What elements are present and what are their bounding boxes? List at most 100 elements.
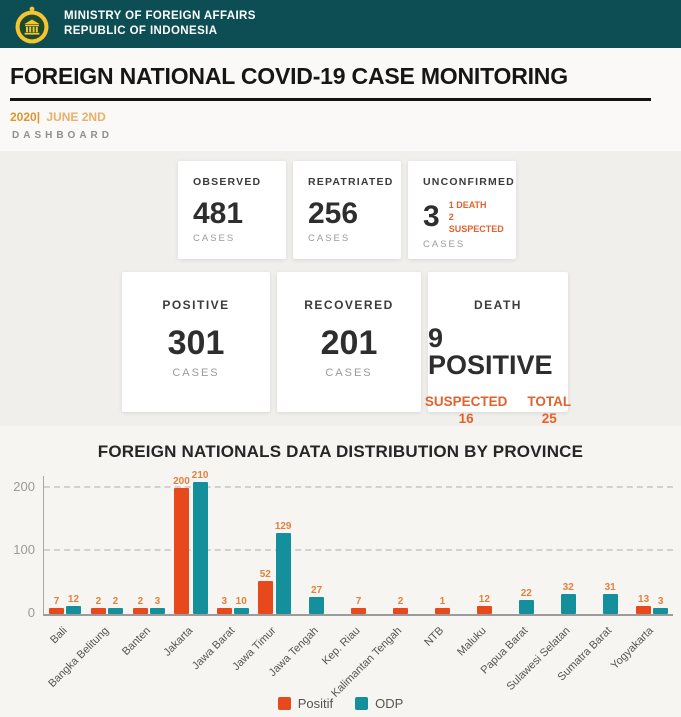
card-label: REPATRIATED [308,176,394,188]
bar-positif [434,608,450,614]
card-recovered: RECOVERED 201 CASES [277,272,421,412]
bar-value-label: 3 [154,596,161,607]
card-unit: CASES [325,367,373,379]
y-axis-tick: 0 [27,605,35,620]
bar-group: 3 10 Jawa Barat [190,476,254,672]
chart-section: FOREIGN NATIONALS DATA DISTRIBUTION BY P… [0,426,681,711]
x-axis-label: Kep. Riau [320,624,363,668]
bar-value-label: 32 [562,581,574,593]
ministry-name-line2: REPUBLIC OF INDONESIA [64,25,218,37]
bar-group: 2 Kalimantan Tengah [330,476,422,700]
unconfirmed-note-suspected: 2 SUSPECTED [448,212,504,235]
bar-positif [351,608,367,614]
card-death: DEATH 9 POSITIVE SUSPECTED 16 TOTAL 25 [425,272,572,426]
card-label: UNCONFIRMED [423,176,515,188]
bar-group: 31 Sumatra Barat [556,476,631,683]
y-axis-tick: 200 [13,479,35,494]
bar-value-label: 2 [95,596,102,607]
bar-value-label: 12 [67,594,80,606]
card-value: 3 [423,200,440,234]
bar-value-label: 27 [311,585,323,596]
death-suspected: SUSPECTED 16 [425,394,508,428]
card-unconfirmed: UNCONFIRMED 3 1 DEATH 2 SUSPECTED CASES [408,161,516,259]
card-repatriated: REPATRIATED 256 CASES [293,161,401,259]
stats-section: OBSERVED 481 CASES REPATRIATED 256 CASES… [0,151,681,426]
x-axis-label: NTB [422,624,447,649]
card-unit: CASES [193,233,236,244]
bar-group: 13 3 Yogyakarta [609,476,673,672]
card-positive: POSITIVE 301 CASES [122,272,270,412]
suspected-value: 16 [458,410,474,426]
card-value: 256 [308,197,359,230]
breadcrumb: DASHBOARD [12,130,113,141]
card-label: DEATH [474,298,522,312]
date-year: 2020| [10,110,41,124]
bar-value-label: 3 [221,596,227,607]
page-title: FOREIGN NATIONAL COVID-19 CASE MONITORIN… [10,63,568,89]
card-value: 481 [193,197,244,230]
card-observed: OBSERVED 481 CASES [178,161,286,259]
legend-label: Positif [297,696,334,711]
ministry-name-line1: MINISTRY OF FOREIGN AFFAIRS [64,10,256,23]
y-axis-tick: 100 [13,542,35,557]
bar-group: 7 12 Bali [44,476,86,646]
bar-odp [192,481,208,614]
total-label: TOTAL [527,394,572,409]
total-value: 25 [541,410,557,426]
bar-positif [216,608,232,614]
bar-odp [309,597,325,614]
bar-positif [257,581,273,614]
bar-odp [560,593,576,614]
bar-group: 2 2 Bangka Belitung [46,476,128,690]
bar-positif [392,608,408,614]
bar-group: 7 Kep. Riau [320,476,380,667]
bar-odp [602,594,618,614]
bar-value-label: 129 [274,520,292,532]
bar-value-label: 210 [191,469,209,481]
card-label: RECOVERED [304,298,394,312]
bar-positif [476,606,492,614]
title-rule [10,98,651,101]
legend-item-positif: Positif [277,696,334,711]
bar-odp [275,532,291,614]
bar-odp [107,608,123,614]
legend-item-odp: ODP [355,696,403,711]
bar-value-label: 31 [604,582,616,594]
legend: Positif ODP [0,696,681,711]
card-unit: CASES [308,233,351,244]
bar-odp [233,607,249,614]
bar-value-label: 2 [112,596,119,607]
x-axis-label: Banten [119,624,154,658]
card-label: OBSERVED [193,176,262,188]
bar-odp [518,600,534,614]
bar-odp [149,608,165,614]
card-label: POSITIVE [162,298,230,312]
bar-value-label: 7 [355,596,362,607]
app-header: MINISTRY OF FOREIGN AFFAIRS REPUBLIC OF … [0,0,681,48]
bar-value-label: 2 [137,596,144,607]
bar-group: 22 Papua Barat [479,476,547,676]
bar-positif [90,608,106,614]
bar-value-label: 2 [397,596,404,607]
bar-value-label: 1 [439,596,446,607]
legend-label: ODP [375,696,404,711]
bar-positif [173,488,189,614]
bar-group: 32 Sulawesi Selatan [504,476,589,693]
bar-value-label: 200 [173,476,190,487]
bar-odp [653,608,669,614]
bar-value-label: 12 [478,594,490,606]
title-section: FOREIGN NATIONAL COVID-19 CASE MONITORIN… [0,48,681,151]
bar-group: 12 Maluku [455,476,505,658]
gridline [44,486,673,488]
bar-value-label: 3 [657,596,664,607]
bar-group: 27 Jawa Tengah [267,476,338,679]
bar-value-label: 52 [259,569,271,581]
ministry-emblem-icon [12,5,52,45]
bar-group: 200 210 Jakarta [161,470,212,659]
bar-group: 1 NTB [421,476,463,649]
card-value: 201 [320,324,378,362]
unconfirmed-note-death: 1 DEATH [448,200,487,210]
bar-value-label: 22 [520,588,532,600]
date-line: 2020| JUNE 2ND [10,110,671,124]
bar-positif [636,605,652,614]
